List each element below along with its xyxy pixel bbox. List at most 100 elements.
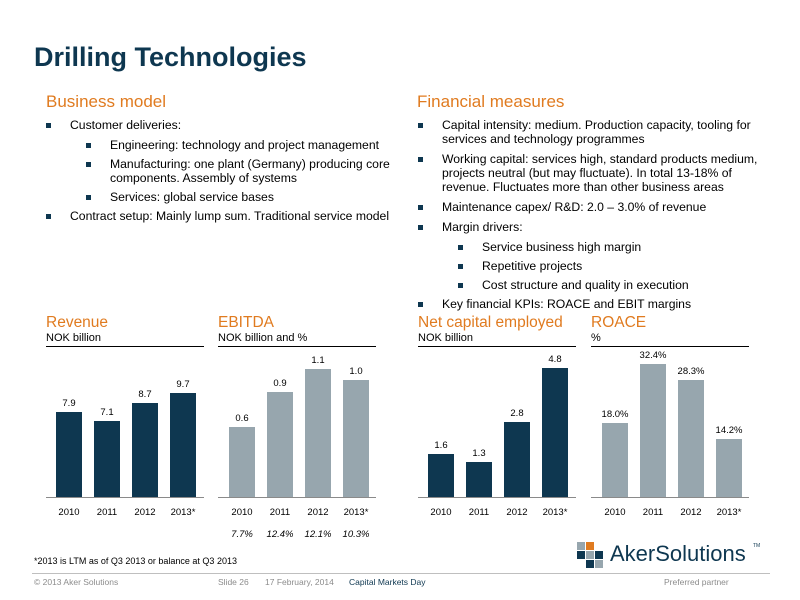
x-tick-label: 2010 <box>604 507 626 518</box>
bullet-square-icon <box>458 245 463 250</box>
data-label: 32.4% <box>639 350 667 361</box>
x-tick-label: 2011 <box>642 507 664 518</box>
bullet-item: Maintenance capex/ R&D: 2.0 – 3.0% of re… <box>418 200 772 214</box>
chart-unit: NOK billion and % <box>218 332 308 344</box>
sub-bullet-item: Engineering: technology and project mana… <box>86 138 400 152</box>
data-label: 7.9 <box>62 398 76 409</box>
x-tick-label: 2012 <box>506 507 528 518</box>
x-tick-label: 2012 <box>680 507 702 518</box>
aker-solutions-logo: AkerSolutions TM <box>577 540 762 568</box>
financial-measures-list: Capital intensity: medium. Production ca… <box>418 118 772 317</box>
bullet-text: Contract setup: Mainly lump sum. Traditi… <box>70 209 390 223</box>
bullet-item: Contract setup: Mainly lump sum. Traditi… <box>46 209 400 223</box>
x-tick-label: 2010 <box>58 507 80 518</box>
ebitda-margin-label: 12.1% <box>304 529 332 540</box>
footer-event: Capital Markets Day <box>349 577 426 587</box>
chart-bar <box>267 392 293 497</box>
chart-baseline <box>418 497 576 498</box>
sub-bullet-item: Cost structure and quality in execution <box>458 278 772 292</box>
chart-bar <box>305 369 331 497</box>
chart-unit: % <box>591 332 601 344</box>
data-label: 0.6 <box>235 413 249 424</box>
sub-bullet-item: Manufacturing: one plant (Germany) produ… <box>86 157 400 185</box>
bullet-text: Capital intensity: medium. Production ca… <box>442 118 751 146</box>
bullet-text: Maintenance capex/ R&D: 2.0 – 3.0% of re… <box>442 200 707 214</box>
chart-bar <box>542 368 568 497</box>
x-tick-label: 2013* <box>542 507 568 518</box>
footer-tagline: Preferred partner <box>664 577 729 587</box>
chart-bar <box>716 439 742 497</box>
chart-bar <box>640 364 666 497</box>
chart-bar <box>343 380 369 497</box>
sub-bullet-text: Engineering: technology and project mana… <box>110 138 379 152</box>
chart-bar <box>678 380 704 497</box>
data-label: 14.2% <box>715 425 743 436</box>
bullet-square-icon <box>458 264 463 269</box>
bullet-square-icon <box>418 205 423 210</box>
ebitda-margin-label: 7.7% <box>231 529 253 540</box>
bullet-text: Customer deliveries: <box>70 118 182 132</box>
x-tick-label: 2010 <box>231 507 253 518</box>
data-label: 1.6 <box>434 440 448 451</box>
sub-bullet-text: Cost structure and quality in execution <box>482 278 689 292</box>
chart-bar <box>94 421 120 497</box>
data-label: 18.0% <box>601 409 629 420</box>
bullet-text: Working capital: services high, standard… <box>442 152 758 194</box>
page-title: Drilling Technologies <box>34 42 307 72</box>
chart-unit: NOK billion <box>418 332 474 344</box>
chart-title-rule <box>591 346 749 347</box>
x-tick-label: 2011 <box>96 507 118 518</box>
bullet-square-icon <box>86 162 91 167</box>
chart-unit: NOK billion <box>46 332 102 344</box>
business-model-heading: Business model <box>46 92 167 111</box>
bullet-square-icon <box>46 123 51 128</box>
x-tick-label: 2012 <box>134 507 156 518</box>
sub-bullet-item: Services: global service bases <box>86 190 400 204</box>
chart-bar <box>504 422 530 497</box>
bullet-square-icon <box>418 225 423 230</box>
chart-title: Net capital employed <box>418 314 563 331</box>
ebitda-margin-label: 12.4% <box>266 529 294 540</box>
data-label: 9.7 <box>176 379 190 390</box>
chart-baseline <box>46 497 204 498</box>
footer-copyright: © 2013 Aker Solutions <box>34 577 119 587</box>
chart-title-rule <box>218 346 376 347</box>
bullet-text: Key financial KPIs: ROACE and EBIT margi… <box>442 297 692 311</box>
bullet-square-icon <box>418 157 423 162</box>
chart-bar <box>56 412 82 497</box>
data-label: 1.3 <box>472 448 486 459</box>
sub-bullet-text: Repetitive projects <box>482 259 583 273</box>
bullet-item: Working capital: services high, standard… <box>418 152 772 194</box>
sub-bullet-text: Manufacturing: one plant (Germany) produ… <box>110 157 390 185</box>
chart-title-rule <box>418 346 576 347</box>
logo-text: AkerSolutions <box>610 541 746 566</box>
financial-measures-heading: Financial measures <box>417 92 565 111</box>
bullet-item: Capital intensity: medium. Production ca… <box>418 118 772 146</box>
sub-bullet-item: Repetitive projects <box>458 259 772 273</box>
bullet-square-icon <box>418 123 423 128</box>
ebitda-margin-label: 10.3% <box>342 529 370 540</box>
chart-baseline <box>591 497 749 498</box>
data-label: 2.8 <box>510 408 524 419</box>
bullet-square-icon <box>46 214 51 219</box>
chart-bar <box>229 427 255 497</box>
bullet-item: Key financial KPIs: ROACE and EBIT margi… <box>418 297 772 311</box>
chart-bar <box>132 403 158 497</box>
data-label: 28.3% <box>677 366 705 377</box>
chart-title: Revenue <box>46 314 109 331</box>
x-tick-label: 2011 <box>269 507 291 518</box>
data-label: 8.7 <box>138 389 152 400</box>
footer-divider <box>32 573 770 574</box>
data-label: 1.0 <box>349 366 363 377</box>
bullet-square-icon <box>458 283 463 288</box>
data-label: 0.9 <box>273 378 287 389</box>
chart-baseline <box>218 497 376 498</box>
bullet-square-icon <box>418 302 423 307</box>
bullet-square-icon <box>86 143 91 148</box>
bullet-item: Customer deliveries: <box>46 118 400 132</box>
footer-slide-number: Slide 26 <box>218 577 249 587</box>
chart-title: ROACE <box>591 314 647 331</box>
bullet-text: Margin drivers: <box>442 220 523 234</box>
chart-bar <box>170 393 196 497</box>
sub-bullet-text: Service business high margin <box>482 240 642 254</box>
